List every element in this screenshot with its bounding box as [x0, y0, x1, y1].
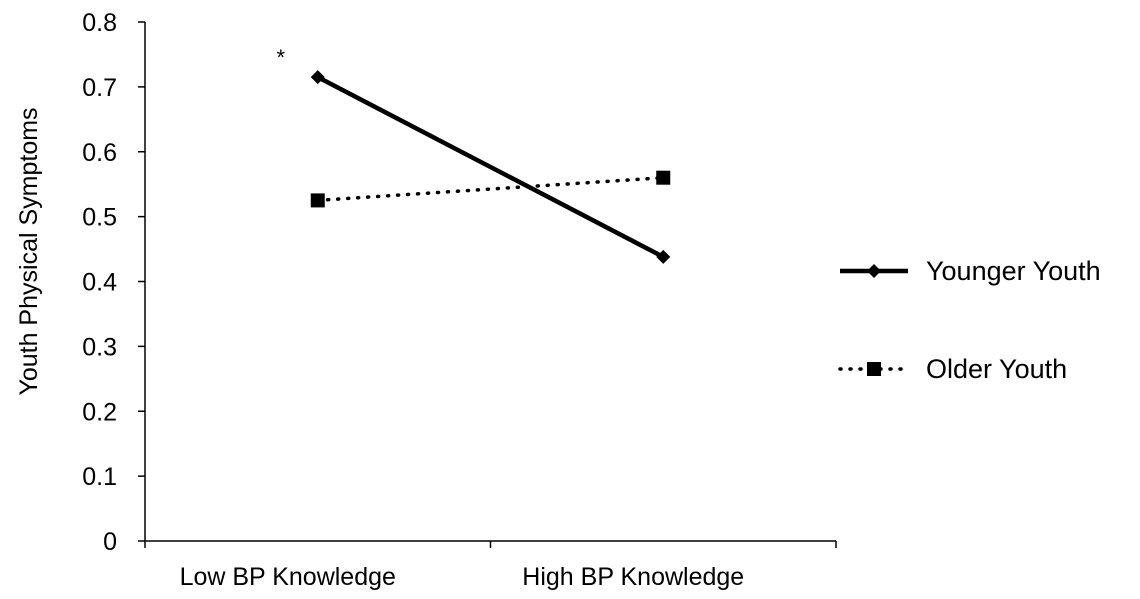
legend: Younger Youth Older Youth: [838, 256, 1101, 384]
y-axis-title: Youth Physical Symptoms: [15, 107, 43, 395]
y-ticks: 0 0.1 0.2 0.3 0.4 0.5 0.6 0.7 0.8: [82, 9, 145, 556]
series-younger-youth: [310, 70, 671, 264]
y-tick-label: 0.1: [82, 463, 117, 491]
series-older-youth: [310, 170, 671, 208]
y-tick-label: 0.8: [82, 9, 117, 37]
data-point-square: [656, 170, 671, 185]
y-tick-label: 0: [103, 528, 117, 556]
significance-marker: *: [276, 45, 285, 70]
y-tick-label: 0.5: [82, 204, 117, 232]
x-category-label: Low BP Knowledge: [180, 563, 396, 591]
y-tick-label: 0.3: [82, 333, 117, 361]
data-point-diamond: [656, 249, 671, 264]
series-line: [316, 175, 665, 203]
y-tick-label: 0.7: [82, 74, 117, 102]
legend-item: Younger Youth: [840, 256, 1101, 286]
axes: [144, 22, 836, 542]
data-point-diamond: [310, 70, 325, 85]
y-tick-label: 0.2: [82, 398, 117, 426]
annotation-layer: *: [276, 45, 285, 70]
series-line: [316, 75, 665, 259]
legend-label: Younger Youth: [926, 256, 1101, 286]
series-layer: [310, 70, 671, 264]
legend-label: Older Youth: [926, 354, 1067, 384]
legend-marker-diamond: [867, 264, 881, 278]
data-point-square: [310, 193, 325, 208]
x-category-label: High BP Knowledge: [522, 563, 744, 591]
y-tick-label: 0.6: [82, 139, 117, 167]
legend-item: Older Youth: [838, 354, 1067, 384]
x-ticks: Low BP Knowledge High BP Knowledge: [144, 541, 837, 591]
y-tick-label: 0.4: [82, 269, 117, 297]
legend-marker-square: [867, 362, 881, 376]
